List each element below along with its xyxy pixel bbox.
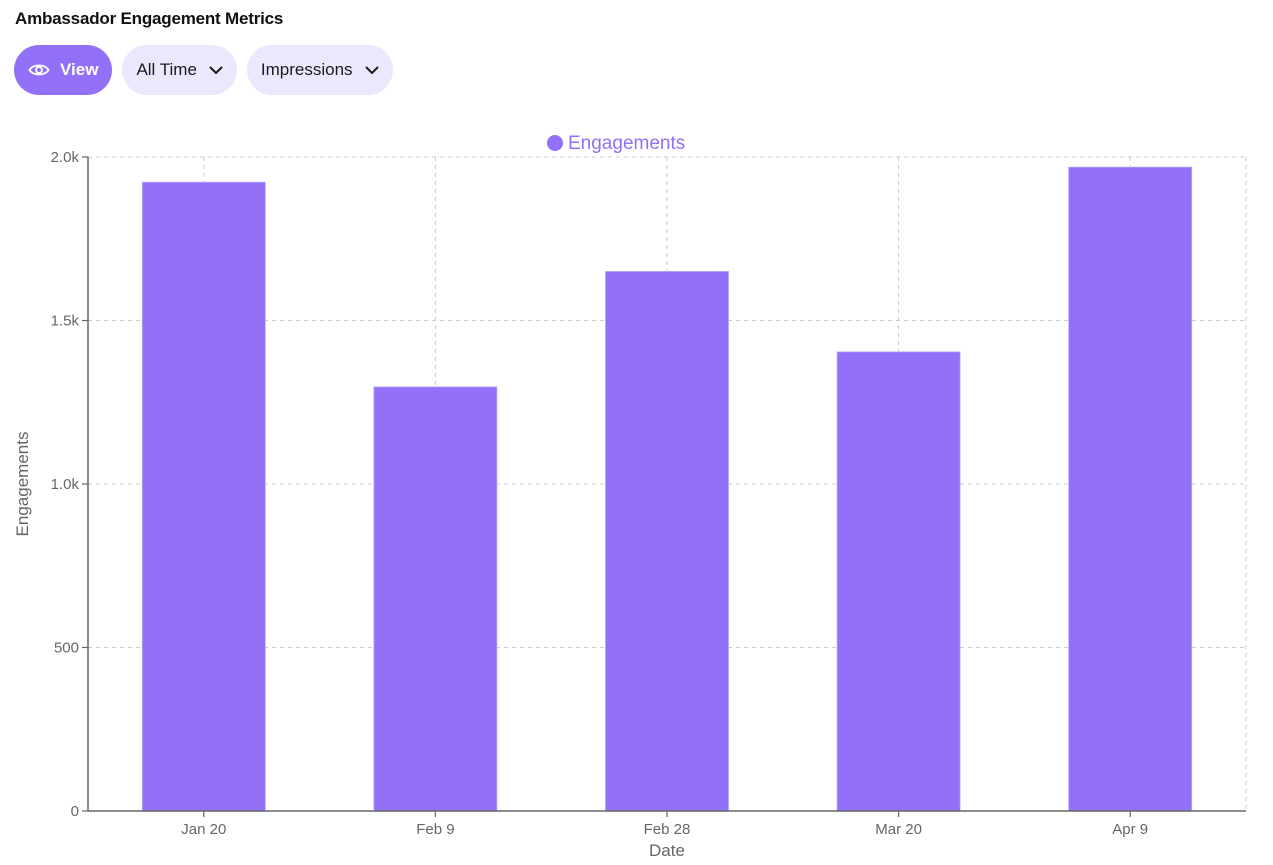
metric-label: Impressions	[260, 60, 353, 79]
legend-label: Engagements	[568, 133, 685, 154]
y-tick-label: 1.0k	[51, 476, 80, 493]
y-tick-label: 0	[71, 803, 79, 820]
eye-icon	[28, 62, 50, 78]
bar	[1068, 166, 1193, 812]
x-tick-label: Feb 28	[644, 821, 691, 838]
y-tick-label: 2.0k	[51, 149, 80, 166]
page-title: Ambassador Engagement Metrics	[15, 9, 284, 28]
x-tick-label: Feb 9	[416, 821, 454, 838]
x-tick-label: Jan 20	[181, 821, 226, 838]
chevron-down-icon	[209, 66, 223, 75]
x-tick-label: Apr 9	[1112, 821, 1148, 838]
metric-dropdown[interactable]: Impressions	[246, 45, 393, 95]
y-axis-title: Engagements	[13, 432, 32, 537]
bar	[373, 386, 498, 812]
y-tick-label: 1.5k	[51, 313, 80, 330]
time-range-dropdown[interactable]: All Time	[122, 45, 237, 95]
x-axis-title: Date	[649, 841, 685, 860]
time-range-label: All Time	[136, 60, 197, 79]
bar	[836, 351, 961, 812]
bar	[605, 271, 729, 812]
y-tick-label: 500	[54, 640, 79, 657]
toolbar: View All Time Impressions	[14, 45, 393, 95]
view-label: View	[60, 60, 99, 79]
legend-marker	[547, 135, 563, 151]
view-button[interactable]: View	[14, 45, 113, 95]
x-tick-label: Mar 20	[875, 821, 922, 838]
bar	[141, 181, 266, 812]
chevron-down-icon	[365, 66, 379, 75]
